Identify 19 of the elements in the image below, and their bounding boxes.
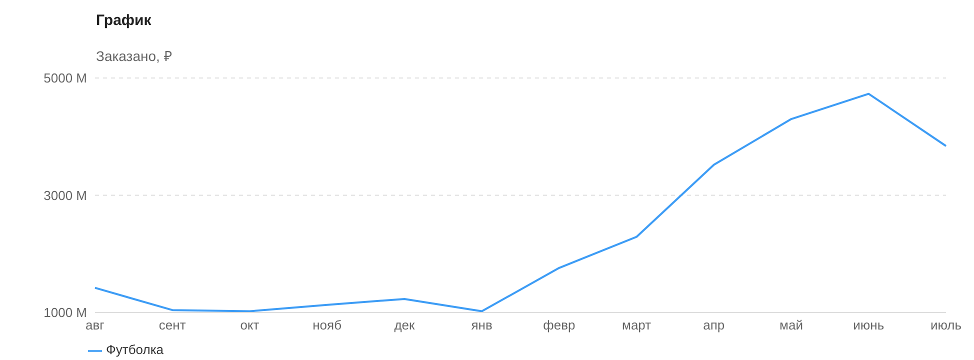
chart-subtitle: Заказано, ₽ xyxy=(95,47,173,66)
y-tick-label: 1000 М xyxy=(44,305,87,320)
y-tick-label: 3000 М xyxy=(44,188,87,203)
x-tick-label: июнь xyxy=(853,318,884,333)
x-tick-label: март xyxy=(622,318,652,333)
x-tick-label: дек xyxy=(394,318,416,333)
line-series xyxy=(94,92,947,312)
x-tick-label: апр xyxy=(703,318,725,333)
x-tick-label: окт xyxy=(240,318,260,333)
chart-title: График xyxy=(95,11,152,31)
legend-label: Футболка xyxy=(106,342,164,358)
x-tick-label: сент xyxy=(158,318,186,333)
x-tick-label: авг xyxy=(86,318,105,333)
x-tick-label: июль xyxy=(930,318,962,333)
x-tick-label: янв xyxy=(471,318,492,333)
x-tick-label: нояб xyxy=(312,318,342,333)
x-tick-label: февр xyxy=(543,318,576,333)
x-tick-label: май xyxy=(780,318,803,333)
y-tick-label: 5000 М xyxy=(44,70,87,86)
